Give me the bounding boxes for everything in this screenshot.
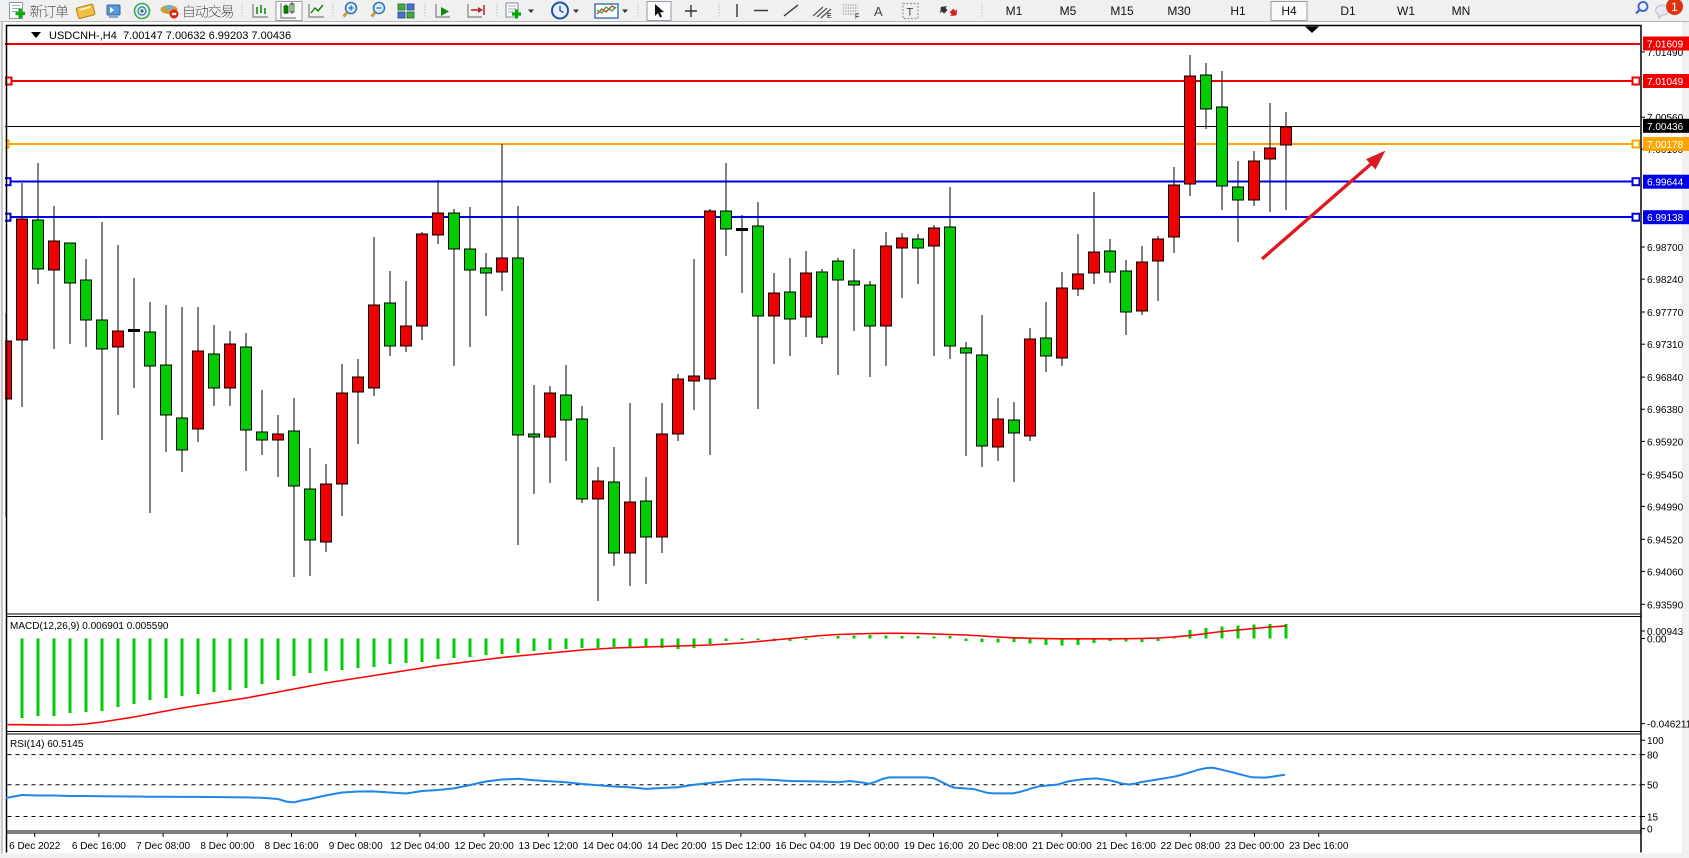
svg-text:8 Dec 00:00: 8 Dec 00:00: [200, 841, 254, 852]
svg-text:9 Dec 08:00: 9 Dec 08:00: [329, 841, 383, 852]
svg-text:14 Dec 04:00: 14 Dec 04:00: [583, 841, 643, 852]
svg-text:A: A: [874, 4, 883, 19]
svg-text:1: 1: [1671, 0, 1678, 14]
svg-text:M15: M15: [1110, 4, 1134, 18]
svg-text:12 Dec 04:00: 12 Dec 04:00: [390, 841, 450, 852]
svg-text:6.98700: 6.98700: [1647, 243, 1684, 254]
svg-text:7.01609: 7.01609: [1647, 40, 1684, 51]
svg-text:7.00178: 7.00178: [1647, 140, 1684, 151]
svg-text:0: 0: [1647, 825, 1653, 836]
svg-text:6.97770: 6.97770: [1647, 308, 1684, 319]
svg-text:6.96380: 6.96380: [1647, 405, 1684, 416]
svg-text:6.95920: 6.95920: [1647, 437, 1684, 448]
svg-text:H1: H1: [1230, 4, 1246, 18]
svg-text:15 Dec 12:00: 15 Dec 12:00: [711, 841, 771, 852]
svg-text:0.00943: 0.00943: [1647, 627, 1684, 638]
svg-text:-0.046211: -0.046211: [1647, 720, 1689, 731]
svg-text:M30: M30: [1167, 4, 1191, 18]
svg-text:80: 80: [1647, 751, 1659, 762]
svg-text:21 Dec 16:00: 21 Dec 16:00: [1096, 841, 1156, 852]
svg-text:USDCNH-,H4 7.00147 7.00632 6.: USDCNH-,H4 7.00147 7.00632 6.99203 7.004…: [49, 30, 291, 42]
svg-text:22 Dec 08:00: 22 Dec 08:00: [1161, 841, 1221, 852]
svg-text:6.93590: 6.93590: [1647, 600, 1684, 611]
svg-text:F: F: [855, 14, 859, 21]
svg-text:13 Dec 12:00: 13 Dec 12:00: [519, 841, 579, 852]
svg-text:100: 100: [1647, 736, 1664, 747]
svg-text:RSI(14) 60.5145: RSI(14) 60.5145: [10, 739, 84, 750]
svg-text:8 Dec 16:00: 8 Dec 16:00: [265, 841, 319, 852]
svg-text:12 Dec 20:00: 12 Dec 20:00: [454, 841, 514, 852]
svg-text:7 Dec 08:00: 7 Dec 08:00: [136, 841, 190, 852]
svg-text:MN: MN: [1452, 4, 1471, 18]
svg-text:0.00: 0.00: [1647, 635, 1667, 646]
svg-text:6.96840: 6.96840: [1647, 373, 1684, 384]
svg-text:19 Dec 16:00: 19 Dec 16:00: [904, 841, 964, 852]
svg-text:6 Dec 2022: 6 Dec 2022: [9, 841, 61, 852]
svg-text:6 Dec 16:00: 6 Dec 16:00: [72, 841, 126, 852]
svg-text:23 Dec 00:00: 23 Dec 00:00: [1225, 841, 1285, 852]
svg-text:6.97310: 6.97310: [1647, 340, 1684, 351]
svg-text:6.99644: 6.99644: [1647, 178, 1684, 189]
svg-text:H4: H4: [1281, 4, 1297, 18]
svg-text:7.01049: 7.01049: [1647, 77, 1684, 88]
svg-text:23 Dec 16:00: 23 Dec 16:00: [1289, 841, 1349, 852]
svg-text:50: 50: [1647, 781, 1659, 792]
svg-text:6.94060: 6.94060: [1647, 567, 1684, 578]
svg-text:6.94990: 6.94990: [1647, 502, 1684, 513]
svg-text:21 Dec 00:00: 21 Dec 00:00: [1032, 841, 1092, 852]
svg-text:M5: M5: [1060, 4, 1077, 18]
svg-text:MACD(12,26,9) 0.006901 0.00559: MACD(12,26,9) 0.006901 0.005590: [10, 621, 169, 632]
svg-text:E: E: [827, 13, 832, 20]
svg-text:D1: D1: [1340, 4, 1356, 18]
svg-text:W1: W1: [1397, 4, 1415, 18]
svg-text:20 Dec 08:00: 20 Dec 08:00: [968, 841, 1028, 852]
svg-text:6.99138: 6.99138: [1647, 213, 1684, 224]
svg-text:15: 15: [1647, 813, 1659, 824]
svg-text:M1: M1: [1006, 4, 1023, 18]
svg-text:14 Dec 20:00: 14 Dec 20:00: [647, 841, 707, 852]
svg-text:16 Dec 04:00: 16 Dec 04:00: [775, 841, 835, 852]
svg-text:6.98240: 6.98240: [1647, 275, 1684, 286]
svg-text:7.00560: 7.00560: [1647, 113, 1684, 124]
svg-text:T: T: [907, 7, 914, 19]
svg-text:6.95450: 6.95450: [1647, 470, 1684, 481]
svg-text:6.94520: 6.94520: [1647, 535, 1684, 546]
svg-text:7.01490: 7.01490: [1647, 48, 1684, 59]
svg-text:19 Dec 00:00: 19 Dec 00:00: [840, 841, 900, 852]
svg-text:7.00436: 7.00436: [1647, 122, 1684, 133]
